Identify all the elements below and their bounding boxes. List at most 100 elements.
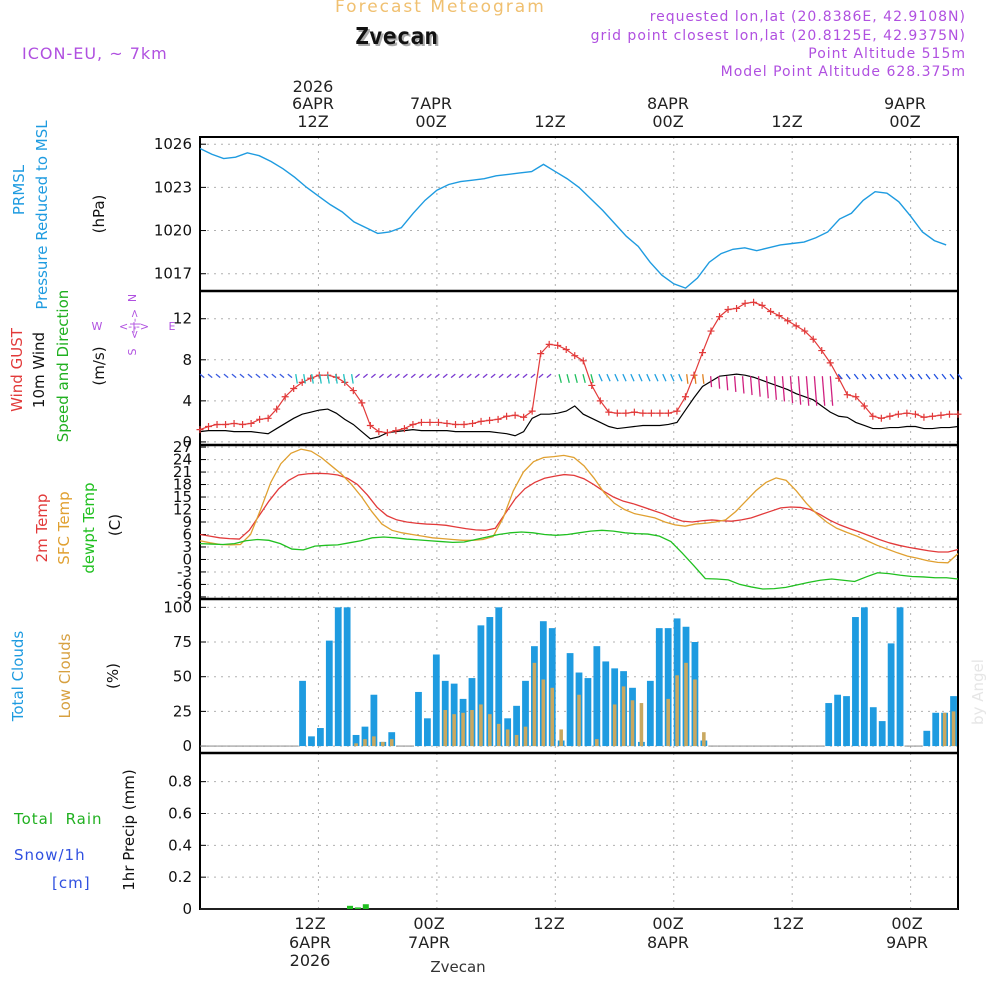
gust-marker	[724, 305, 732, 313]
precip-unit: 1hr Precip (mm)	[120, 769, 138, 890]
gust-marker	[894, 410, 902, 418]
gust-marker	[707, 327, 715, 335]
low-cloud-bar	[523, 726, 528, 747]
gust-marker	[630, 408, 638, 416]
gust-marker	[920, 413, 928, 421]
ytick-label-4: 0.8	[168, 773, 192, 791]
wind-direction-arrow	[287, 373, 293, 379]
gust-marker	[196, 426, 204, 434]
total-cloud-bar	[370, 694, 378, 747]
gust-marker	[366, 421, 374, 429]
gust-marker	[579, 357, 587, 365]
wind-direction-arrow	[582, 373, 586, 383]
low-clouds-label: Low Clouds	[56, 633, 74, 718]
low-cloud-bar	[389, 739, 394, 747]
low-cloud-bar	[532, 662, 537, 747]
low-cloud-bar	[684, 662, 688, 747]
low-cloud-bar	[381, 741, 385, 747]
gust-marker	[264, 414, 272, 422]
total-cloud-bar	[852, 617, 859, 747]
ytick-label-8: 15	[173, 488, 192, 506]
location-title: Zvecan	[355, 24, 439, 50]
gust-marker	[954, 410, 962, 418]
panel-frame	[199, 290, 959, 446]
low-cloud-bar	[461, 712, 465, 747]
gust-marker	[758, 301, 766, 309]
wind-direction-arrow	[279, 373, 285, 379]
wind-direction-arrow	[362, 373, 368, 379]
low-cloud-bar	[702, 732, 706, 747]
wind-direction-arrow	[646, 373, 651, 382]
total-cloud-bar	[843, 696, 850, 747]
total-cloud-bar	[896, 607, 904, 747]
low-cloud-bar	[577, 694, 581, 747]
wind-direction-arrow	[733, 376, 737, 392]
gust-marker	[792, 322, 800, 330]
low-cloud-bar	[675, 675, 679, 747]
panel-frame	[199, 752, 959, 910]
dewpt-label: dewpt Temp	[80, 482, 98, 573]
total-cloud-bar	[432, 654, 440, 747]
gust-marker	[230, 419, 238, 427]
pressure-title-1: PRMSL	[10, 164, 28, 215]
ytick-label-4: 100	[163, 598, 192, 616]
wind-direction-arrow	[247, 373, 253, 379]
bottom-axis-l1-4: 12Z	[772, 914, 803, 933]
bottom-axis-l2-3: 8APR	[647, 933, 689, 952]
bottom-axis-l1-3: 00Z	[652, 914, 683, 933]
gust-marker	[801, 327, 809, 335]
gust-marker	[528, 407, 536, 415]
wind-direction-arrow	[622, 373, 627, 382]
wind-direction-arrow	[538, 373, 544, 379]
gust-marker	[733, 304, 741, 312]
gust-marker	[886, 412, 894, 420]
wind-direction-arrow	[514, 373, 520, 379]
gust-marker	[596, 397, 604, 405]
wind-direction-arrow	[319, 374, 322, 384]
gust-marker	[349, 387, 357, 395]
wind-direction-arrow	[530, 373, 536, 379]
ytick-label-0: 1017	[154, 265, 192, 283]
gust-marker	[860, 402, 868, 410]
gust-marker	[741, 299, 749, 307]
gust-marker	[247, 419, 255, 427]
total-cloud-bar	[308, 736, 315, 747]
ytick-label-1: 0.2	[168, 868, 192, 886]
ytick-label-1: 1020	[154, 222, 192, 240]
total-cloud-bar	[834, 694, 842, 747]
ytick-label-2: 0.4	[168, 836, 192, 854]
wind-direction-arrow	[498, 373, 504, 379]
wind-direction-arrow	[546, 373, 552, 379]
low-cloud-bar	[505, 729, 510, 747]
gust-marker	[511, 411, 519, 419]
wind-direction-arrow	[861, 373, 867, 380]
rain-label: Total Rain	[13, 810, 103, 828]
gust-marker	[452, 420, 460, 428]
gust-marker	[520, 413, 528, 421]
gust-marker	[784, 317, 792, 325]
top-time-axis: 2026 6APR 12Z 7APR 00Z 12Z 8APR 00Z 12Z …	[292, 77, 926, 131]
wind-direction-arrow	[442, 373, 448, 379]
wind-direction-arrow	[757, 376, 761, 397]
wind-direction-arrow	[506, 373, 512, 379]
rain-bar	[362, 904, 369, 909]
total-cloud-bar	[343, 607, 351, 747]
low-cloud-bar	[951, 711, 956, 747]
wind-direction-arrow	[598, 373, 603, 382]
ytick-label-3: 0.6	[168, 804, 192, 822]
temp-labels: 2m Temp SFC Temp dewpt Temp (C)	[33, 482, 124, 573]
gust-marker	[809, 335, 817, 343]
total-cloud-bar	[825, 703, 833, 747]
wind-direction-arrow	[845, 373, 851, 380]
cloud-unit: (%)	[104, 663, 122, 689]
ytick-label-3: 12	[173, 310, 192, 328]
wind-direction-arrow	[781, 376, 786, 402]
wind-label-1: 10m Wind	[30, 332, 48, 408]
gust-marker	[716, 313, 724, 321]
total-clouds-label: Total Clouds	[9, 631, 27, 723]
total-cloud-bar	[655, 628, 663, 747]
wind-direction-arrow	[654, 373, 659, 382]
total-cloud-bar	[325, 640, 333, 747]
wind-direction-arrow	[725, 376, 729, 391]
